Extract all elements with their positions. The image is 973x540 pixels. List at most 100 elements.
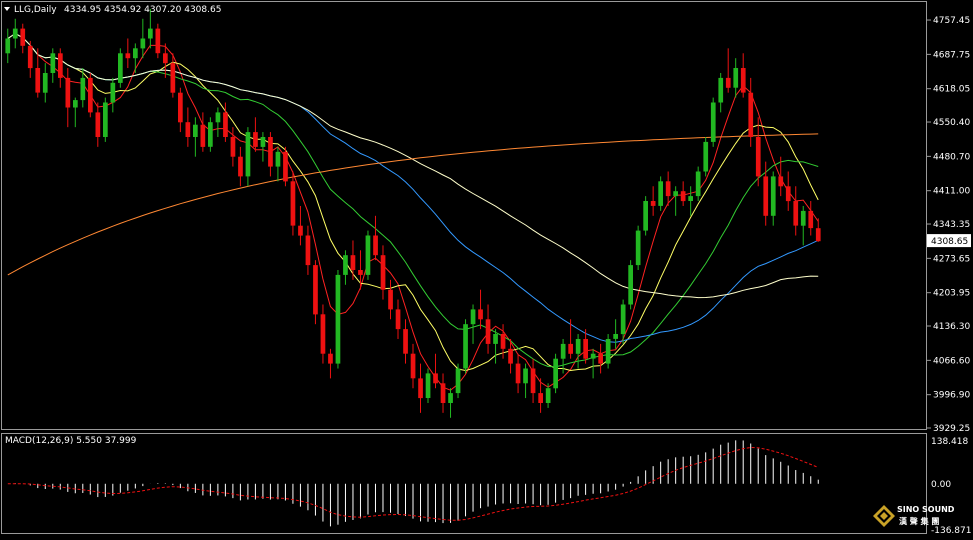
candle (328, 348, 333, 379)
candle (73, 97, 78, 128)
candle (523, 363, 528, 399)
candle (35, 48, 41, 98)
candle (808, 201, 814, 236)
candle (418, 363, 423, 413)
candle (733, 58, 739, 98)
price-axis: 4757.45 4687.75 4618.05 4550.40 4480.70 4411.… (927, 16, 970, 434)
price-tick-label: 4343.35 (933, 220, 970, 230)
candle (140, 18, 146, 59)
candle (230, 127, 236, 167)
candle (268, 132, 273, 177)
candle (245, 127, 251, 187)
candle (493, 329, 498, 364)
candle (298, 205, 303, 246)
candle (643, 196, 648, 236)
candle (20, 23, 26, 54)
candle (200, 112, 206, 152)
ma-long-line (7, 133, 819, 276)
candle (703, 137, 709, 177)
price-tick-label: 4618.05 (933, 85, 970, 95)
ma-60-line (7, 33, 819, 299)
candle (305, 225, 311, 275)
candle (343, 250, 348, 285)
candle (5, 28, 11, 64)
candle (763, 161, 769, 226)
candle (725, 48, 731, 93)
candle (95, 102, 101, 147)
candle (80, 68, 86, 108)
candle (275, 146, 281, 182)
symbol-label: LLG,Daily (14, 5, 57, 15)
logo-line-2: 漢 聲 集 團 (899, 516, 939, 526)
candle (440, 373, 446, 413)
price-tick-label: 4480.70 (933, 152, 970, 162)
price-tick-label: 4411.00 (933, 187, 970, 197)
price-tick-label: 4687.75 (933, 50, 970, 60)
candle (410, 343, 416, 389)
current-price-label: 4308.65 (931, 237, 968, 247)
candle (163, 43, 168, 78)
candle (658, 176, 663, 211)
candle (223, 102, 228, 142)
candle (88, 72, 93, 118)
price-tick-label: 4550.40 (933, 118, 970, 128)
candle (650, 186, 656, 216)
price-tick-label: 4757.45 (933, 16, 970, 26)
candle (718, 72, 724, 113)
macd-tick-label: 138.418 (931, 437, 968, 447)
ma-5-line (7, 33, 819, 391)
candle (553, 353, 558, 394)
candle (628, 260, 633, 310)
candle (118, 48, 123, 88)
macd-tick-label: -136.871 (931, 526, 971, 536)
candle (358, 250, 363, 290)
candle (485, 304, 491, 354)
candle (665, 171, 671, 206)
candle (680, 181, 686, 206)
candle (673, 186, 678, 216)
candle (260, 132, 266, 162)
candle (125, 38, 131, 69)
candle (170, 53, 176, 98)
dropdown-triangle-icon[interactable] (4, 7, 10, 11)
macd-panel-frame (1, 433, 927, 534)
candle (755, 117, 761, 187)
price-tick-label: 4136.30 (933, 322, 970, 332)
candle (103, 97, 108, 142)
candle (575, 334, 581, 369)
candle (373, 215, 378, 261)
price-tick-label: 4203.95 (933, 289, 970, 299)
candle (778, 156, 784, 197)
candle (508, 338, 513, 374)
ma-10-line (7, 33, 819, 372)
candle (598, 343, 603, 374)
candle (635, 225, 641, 271)
candle (613, 319, 618, 349)
candle (388, 279, 393, 320)
candle (740, 53, 746, 98)
price-tick-label: 3929.25 (933, 424, 970, 434)
macd-signal-line (7, 446, 819, 521)
candle (748, 77, 754, 147)
candle (583, 329, 588, 364)
candle (800, 205, 806, 246)
candle (538, 378, 543, 413)
candle (560, 338, 566, 374)
candle (110, 77, 116, 113)
candlestick-series (5, 8, 821, 418)
candle (688, 186, 693, 216)
candle (253, 117, 258, 152)
candle (42, 63, 48, 103)
candle (770, 171, 776, 226)
candle (448, 388, 453, 418)
candle (313, 260, 318, 325)
candle (530, 358, 536, 404)
candle (350, 240, 356, 280)
candle (605, 334, 611, 369)
candle (193, 117, 198, 157)
candle (620, 299, 626, 344)
candle (335, 270, 341, 369)
candle (470, 304, 476, 344)
candle (500, 324, 506, 359)
